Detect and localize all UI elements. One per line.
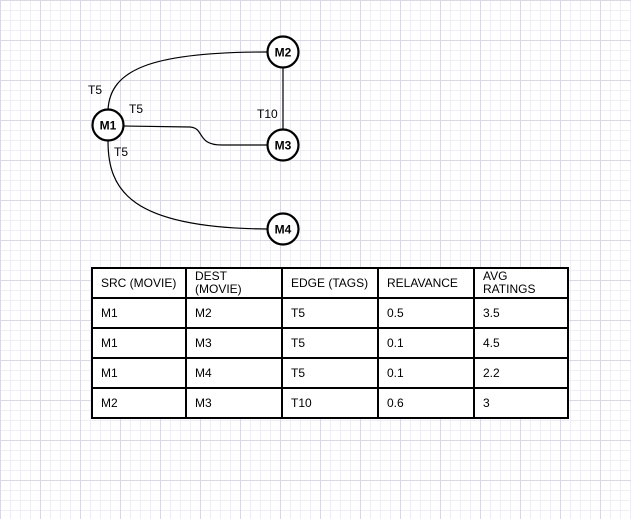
table-cell: T10 [281, 387, 379, 419]
table-cell: M1 [91, 297, 187, 329]
table-row: M2 M3 T10 0.6 3 [91, 387, 569, 419]
node-label: M1 [100, 119, 117, 133]
table-cell: M1 [91, 357, 187, 389]
table-cell: M2 [91, 387, 187, 419]
node-m1[interactable]: M1 [91, 108, 125, 142]
column-header-dest: DEST (MOVIE) [185, 267, 283, 299]
table-cell: 0.1 [377, 327, 475, 359]
node-label: M4 [275, 223, 292, 237]
node-m3[interactable]: M3 [266, 128, 300, 162]
column-header-relevance: RELAVANCE [377, 267, 475, 299]
edge-label-m1-m3: T5 [129, 102, 143, 116]
table-cell: 0.5 [377, 297, 475, 329]
table-cell: T5 [281, 327, 379, 359]
edge-m1-m3 [123, 125, 267, 146]
edges-table: SRC (MOVIE) DEST (MOVIE) EDGE (TAGS) REL… [91, 267, 569, 419]
column-header-edge: EDGE (TAGS) [281, 267, 379, 299]
table-cell: T5 [281, 357, 379, 389]
table-cell: M3 [185, 327, 283, 359]
edge-label-m1-m2: T5 [88, 83, 102, 97]
table-row: M1 M2 T5 0.5 3.5 [91, 297, 569, 329]
table-cell: M1 [91, 327, 187, 359]
node-label: M2 [275, 46, 292, 60]
node-label: M3 [275, 139, 292, 153]
column-header-avg-ratings: AVG RATINGS [473, 267, 569, 299]
table-cell: 2.2 [473, 357, 569, 389]
table-cell: M2 [185, 297, 283, 329]
edge-label-m1-m4: T5 [114, 145, 128, 159]
edge-label-m2-m3: T10 [257, 107, 278, 121]
table-cell: 0.6 [377, 387, 475, 419]
edge-m1-m2 [107, 51, 268, 111]
graph-diagram: M1 M2 M3 M4 T5 T5 T5 T10 [88, 35, 300, 246]
table-cell: M4 [185, 357, 283, 389]
table-row: M1 M4 T5 0.1 2.2 [91, 357, 569, 389]
table-cell: M3 [185, 387, 283, 419]
column-header-src: SRC (MOVIE) [91, 267, 187, 299]
edge-m1-m4 [107, 140, 268, 230]
node-m4[interactable]: M4 [266, 212, 300, 246]
table-cell: 4.5 [473, 327, 569, 359]
node-m2[interactable]: M2 [266, 35, 300, 69]
table-cell: 0.1 [377, 357, 475, 389]
table-cell: 3 [473, 387, 569, 419]
table-cell: 3.5 [473, 297, 569, 329]
table-header-row: SRC (MOVIE) DEST (MOVIE) EDGE (TAGS) REL… [91, 267, 569, 299]
table-cell: T5 [281, 297, 379, 329]
table-row: M1 M3 T5 0.1 4.5 [91, 327, 569, 359]
